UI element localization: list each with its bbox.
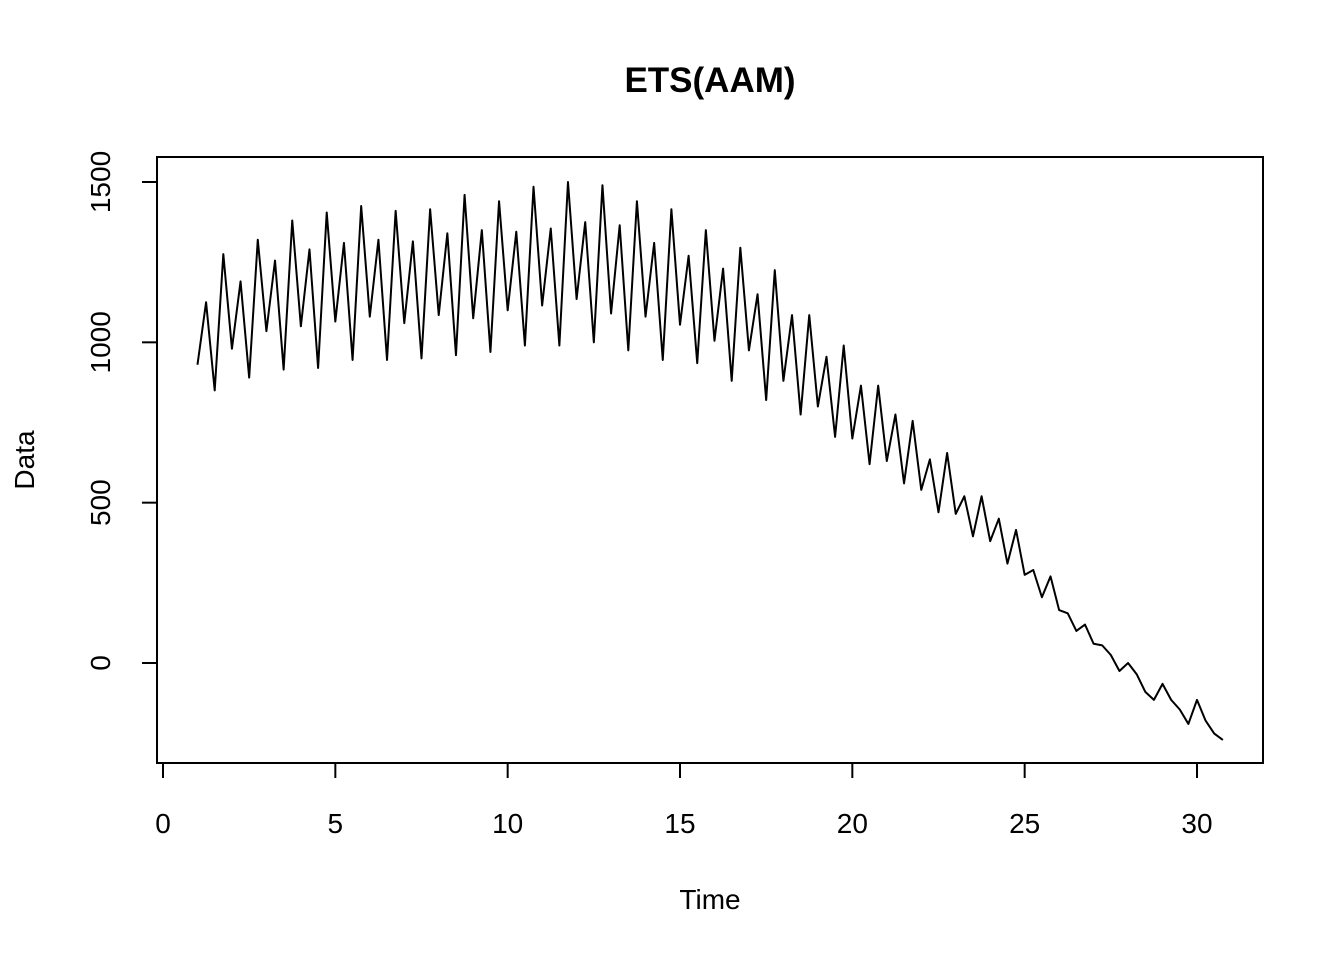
y-tick-label: 500 xyxy=(85,479,116,526)
x-tick-label: 5 xyxy=(328,808,344,839)
chart-title: ETS(AAM) xyxy=(624,61,795,100)
y-tick-label: 1000 xyxy=(85,311,116,373)
x-tick-label: 30 xyxy=(1181,808,1212,839)
y-tick-label: 1500 xyxy=(85,151,116,213)
series-layer xyxy=(196,181,1224,741)
y-axis-label: Data xyxy=(9,430,40,490)
x-tick-label: 25 xyxy=(1009,808,1040,839)
y-axis: 0 500 1000 1500 xyxy=(85,151,158,671)
x-tick-label: 20 xyxy=(837,808,868,839)
x-tick-label: 10 xyxy=(492,808,523,839)
plot-frame xyxy=(156,156,1264,764)
y-tick-label: 0 xyxy=(85,655,116,671)
x-axis-label: Time xyxy=(679,884,740,915)
x-axis: 0 5 10 15 20 25 30 xyxy=(155,762,1213,839)
series-line xyxy=(196,181,1224,741)
x-tick-label: 0 xyxy=(155,808,171,839)
x-tick-label: 15 xyxy=(664,808,695,839)
